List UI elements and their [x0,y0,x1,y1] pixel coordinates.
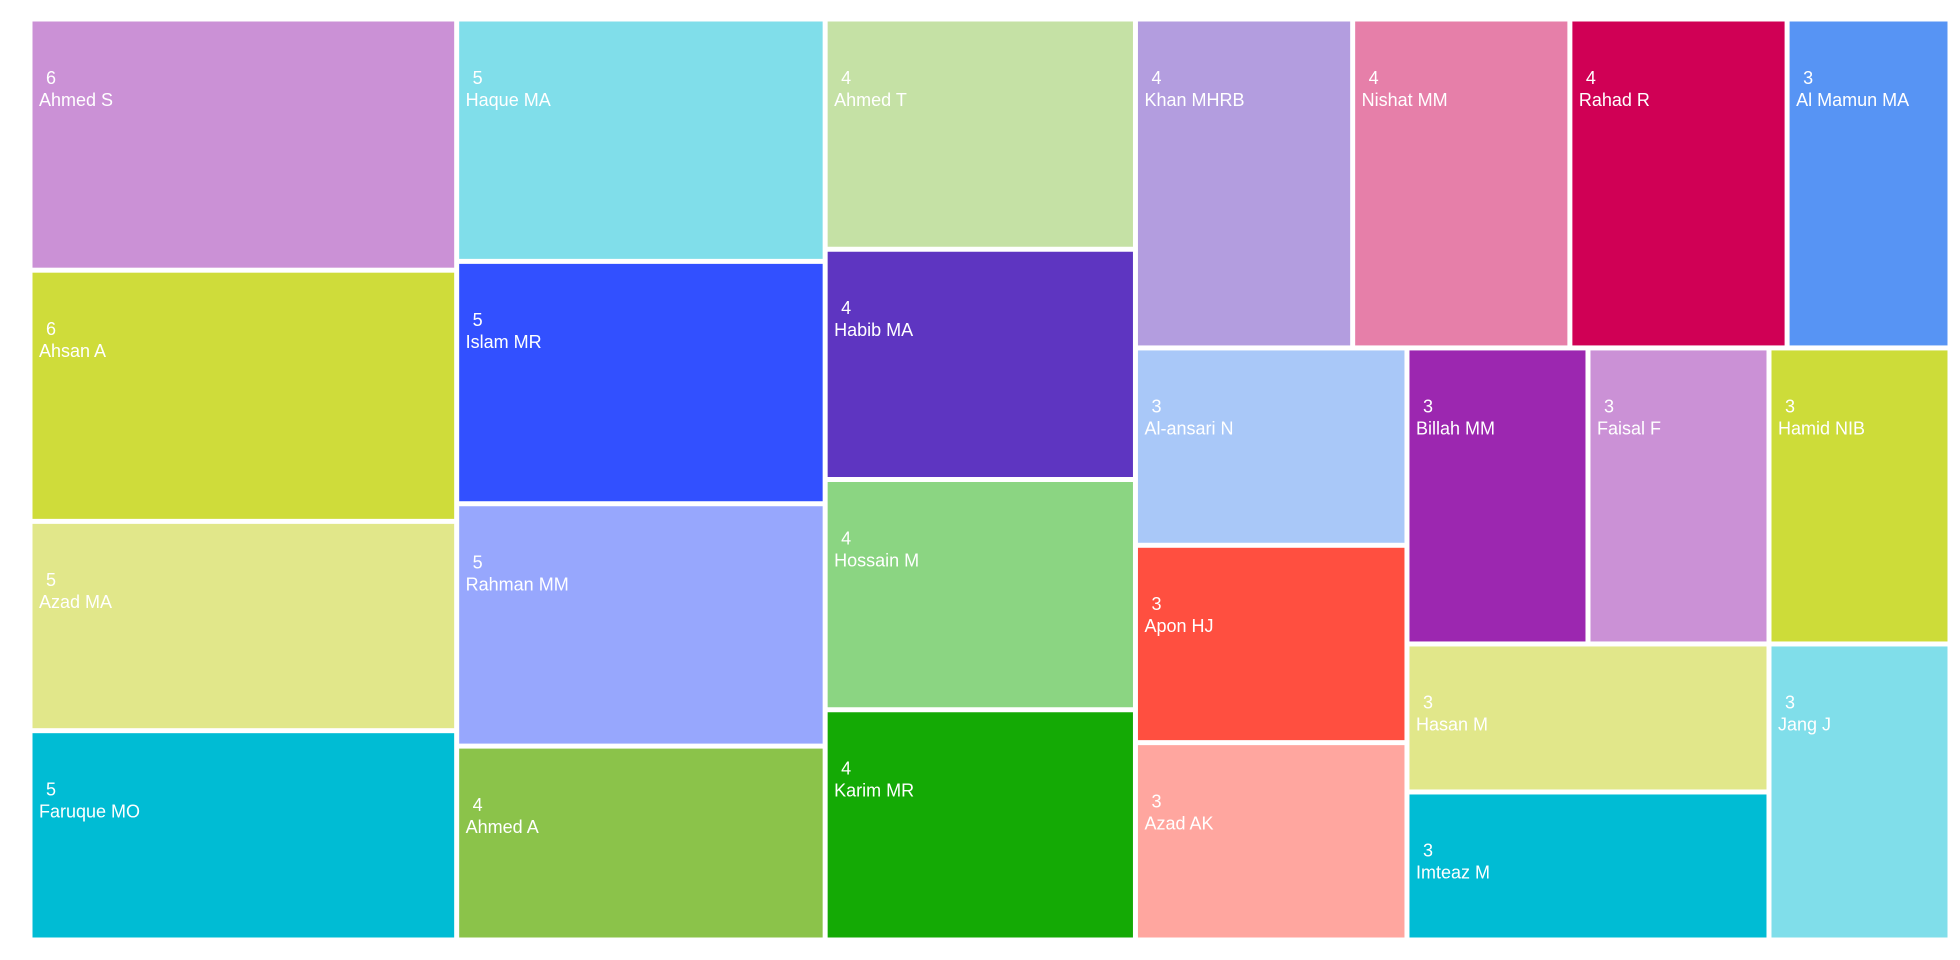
cell-value: 4 [841,68,851,88]
cell-label: Ahmed S [39,90,113,110]
treemap-cell [827,251,1133,477]
cell-value: 4 [473,795,483,815]
cell-value: 4 [1586,68,1596,88]
cell-value: 3 [1785,397,1795,417]
cell-value: 3 [1423,397,1433,417]
cell-label: Karim MR [834,781,914,801]
treemap-cell [459,748,823,938]
treemap-cell [827,482,1133,708]
treemap-cell [459,21,823,259]
cell-label: Habib MA [834,320,913,340]
cell-label: Ahsan A [39,341,106,361]
cell-label: Ahmed T [834,90,907,110]
treemap-cell [1355,21,1568,346]
cell-value: 4 [841,528,851,548]
cell-label: Hamid NIB [1778,419,1865,439]
cell-label: Islam MR [466,332,542,352]
cell-value: 5 [473,68,483,88]
cell-value: 4 [841,298,851,318]
cell-value: 3 [1151,397,1161,417]
cell-label: Hasan M [1416,715,1488,735]
treemap-cell [1771,350,1948,642]
cell-value: 5 [46,570,56,590]
cell-value: 3 [1604,397,1614,417]
cell-label: Hossain M [834,550,919,570]
cell-value: 5 [473,310,483,330]
treemap-cell [827,712,1133,938]
cell-label: Apon HJ [1144,616,1213,636]
treemap-cell [1137,21,1351,346]
cell-value: 6 [46,319,56,339]
treemap-cell [1137,547,1405,741]
cell-value: 3 [1151,791,1161,811]
cell-value: 5 [46,779,56,799]
cell-label: Faisal F [1597,419,1661,439]
cell-value: 3 [1151,594,1161,614]
treemap-cell [32,733,455,938]
cell-label: Khan MHRB [1144,90,1244,110]
cell-label: Faruque MO [39,801,140,821]
cell-label: Ahmed A [466,817,539,837]
treemap-cell [32,272,455,519]
cell-value: 6 [46,68,56,88]
cell-label: Azad MA [39,592,112,612]
cell-value: 3 [1803,68,1813,88]
cell-label: Rahad R [1579,90,1650,110]
cell-value: 3 [1423,693,1433,713]
treemap-cell [1409,794,1767,938]
cell-label: Al Mamun MA [1796,90,1909,110]
cell-value: 5 [473,552,483,572]
cell-label: Jang J [1778,715,1831,735]
cell-label: Haque MA [466,90,551,110]
cell-label: Imteaz M [1416,863,1490,883]
cell-value: 4 [1151,68,1161,88]
cell-label: Al-ansari N [1144,419,1233,439]
treemap-cell [1137,745,1405,938]
treemap-cell [1789,21,1948,346]
treemap-cell [1409,646,1767,790]
cell-label: Billah MM [1416,419,1495,439]
treemap-cell [1572,21,1785,346]
treemap-cell [459,263,823,502]
treemap-cell [1409,350,1586,642]
cell-label: Rahman MM [466,574,569,594]
cell-value: 3 [1785,693,1795,713]
cell-label: Azad AK [1144,813,1213,833]
cell-value: 4 [1369,68,1379,88]
cell-value: 3 [1423,841,1433,861]
treemap-cell [1590,350,1767,642]
treemap-cell [459,506,823,744]
treemap-cell [32,523,455,729]
cell-label: Nishat MM [1362,90,1448,110]
cell-value: 4 [841,759,851,779]
treemap-cell [1771,646,1948,938]
treemap-cell [1137,350,1405,543]
treemap-cell [32,21,455,268]
treemap-cell [827,21,1133,247]
